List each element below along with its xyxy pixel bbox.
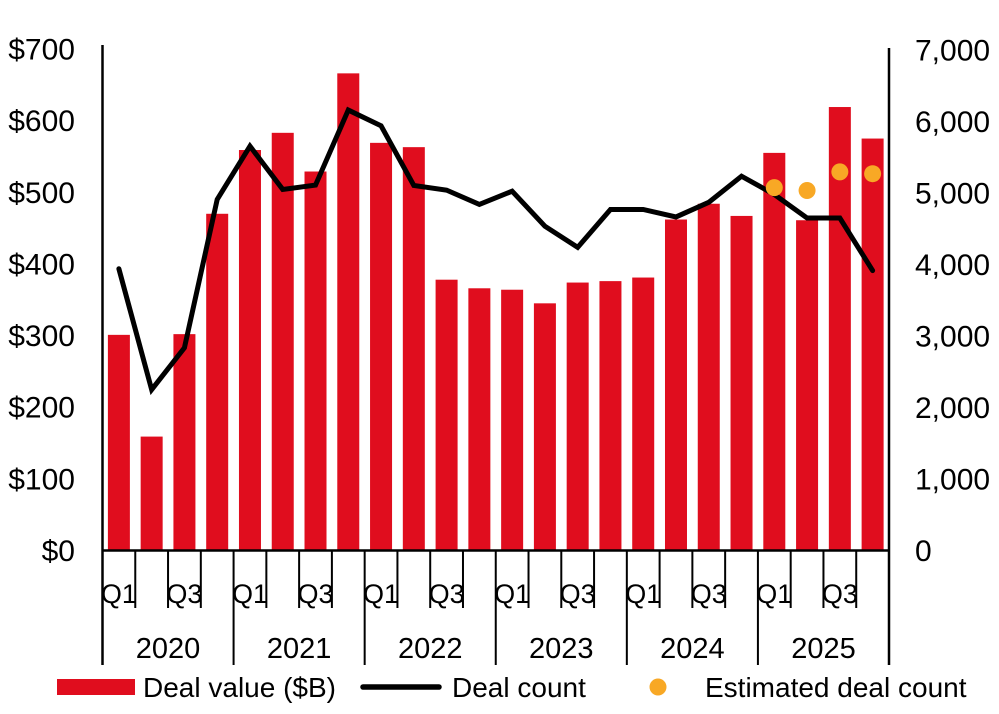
- left-axis-tick-label: $100: [8, 463, 75, 496]
- left-axis-tick-label: $300: [8, 320, 75, 353]
- quarter-label-q1: Q1: [363, 579, 399, 609]
- quarter-label-q1: Q1: [625, 579, 661, 609]
- bar-deal-value: [337, 73, 360, 551]
- estimated-deal-count-dot: [798, 181, 816, 199]
- year-label: 2023: [529, 633, 594, 665]
- bar-deal-value: [107, 334, 130, 551]
- bar-deal-value: [304, 171, 327, 551]
- bar-deal-value: [173, 334, 196, 551]
- bar-deal-value: [763, 152, 786, 551]
- right-axis-tick-label: 2,000: [915, 392, 990, 425]
- year-label: 2021: [267, 633, 332, 665]
- bar-deal-value: [370, 142, 393, 551]
- right-axis-tick-label: 0: [915, 535, 932, 568]
- year-label: 2020: [136, 633, 201, 665]
- bar-deal-value: [730, 215, 753, 551]
- quarter-label-q1: Q1: [756, 579, 792, 609]
- right-axis-tick-label: 1,000: [915, 464, 990, 497]
- left-axis-tick-label: $700: [8, 34, 75, 67]
- bar-deal-value: [140, 436, 163, 551]
- legend-swatch-estimated-deal-count-dot: [649, 678, 667, 696]
- bar-deal-value: [861, 138, 884, 551]
- bar-deal-value: [664, 219, 687, 551]
- legend-label-deal-count: Deal count: [452, 672, 586, 703]
- left-axis-tick-label: $600: [8, 105, 75, 138]
- quarter-label-q3: Q3: [560, 579, 596, 609]
- legend-label-estimated-deal-count: Estimated deal count: [705, 672, 967, 703]
- legend: Deal value ($B) Deal count Estimated dea…: [57, 672, 967, 703]
- right-axis-tick-label: 4,000: [915, 249, 990, 282]
- bar-deal-value: [632, 277, 655, 551]
- quarter-label-q1: Q1: [232, 579, 268, 609]
- legend-swatch-deal-value: [57, 679, 135, 695]
- bar-deal-value: [599, 281, 622, 551]
- right-axis-tick-label: 5,000: [915, 178, 990, 211]
- quarter-label-q1: Q1: [494, 579, 530, 609]
- left-axis-tick-label: $0: [42, 535, 75, 568]
- bar-deal-value: [501, 289, 524, 551]
- bar-deal-value: [566, 282, 589, 551]
- left-axis-tick-label: $200: [8, 392, 75, 425]
- quarter-label-q3: Q3: [297, 579, 333, 609]
- bar-deal-value: [435, 279, 458, 551]
- quarter-label-q1: Q1: [101, 579, 137, 609]
- bar-deal-value: [402, 147, 425, 551]
- deal-count-line: [116, 106, 876, 396]
- estimated-deal-count-dot: [831, 163, 849, 181]
- right-axis-tick-label: 6,000: [915, 106, 990, 139]
- bar-deal-value: [796, 220, 819, 551]
- left-axis-tick-label: $500: [8, 177, 75, 210]
- quarter-label-q3: Q3: [429, 579, 465, 609]
- right-axis-tick-label: 3,000: [915, 321, 990, 354]
- bar-deal-value: [697, 203, 720, 551]
- year-label: 2024: [660, 633, 725, 665]
- legend-label-deal-value: Deal value ($B): [143, 672, 336, 703]
- year-label: 2025: [791, 633, 856, 665]
- bar-deal-value: [468, 288, 491, 551]
- right-axis-tick-label: 7,000: [915, 35, 990, 68]
- bar-deal-value: [271, 132, 294, 551]
- year-label: 2022: [398, 633, 463, 665]
- estimated-deal-count-dot: [864, 165, 882, 183]
- quarter-label-q3: Q3: [822, 579, 858, 609]
- quarter-label-q3: Q3: [166, 579, 202, 609]
- bar-deal-value: [238, 150, 261, 551]
- left-axis-tick-label: $400: [8, 248, 75, 281]
- bar-deal-value: [533, 303, 556, 551]
- quarter-label-q3: Q3: [691, 579, 727, 609]
- bar-deal-value: [206, 213, 229, 551]
- estimated-deal-count-dot: [765, 179, 783, 197]
